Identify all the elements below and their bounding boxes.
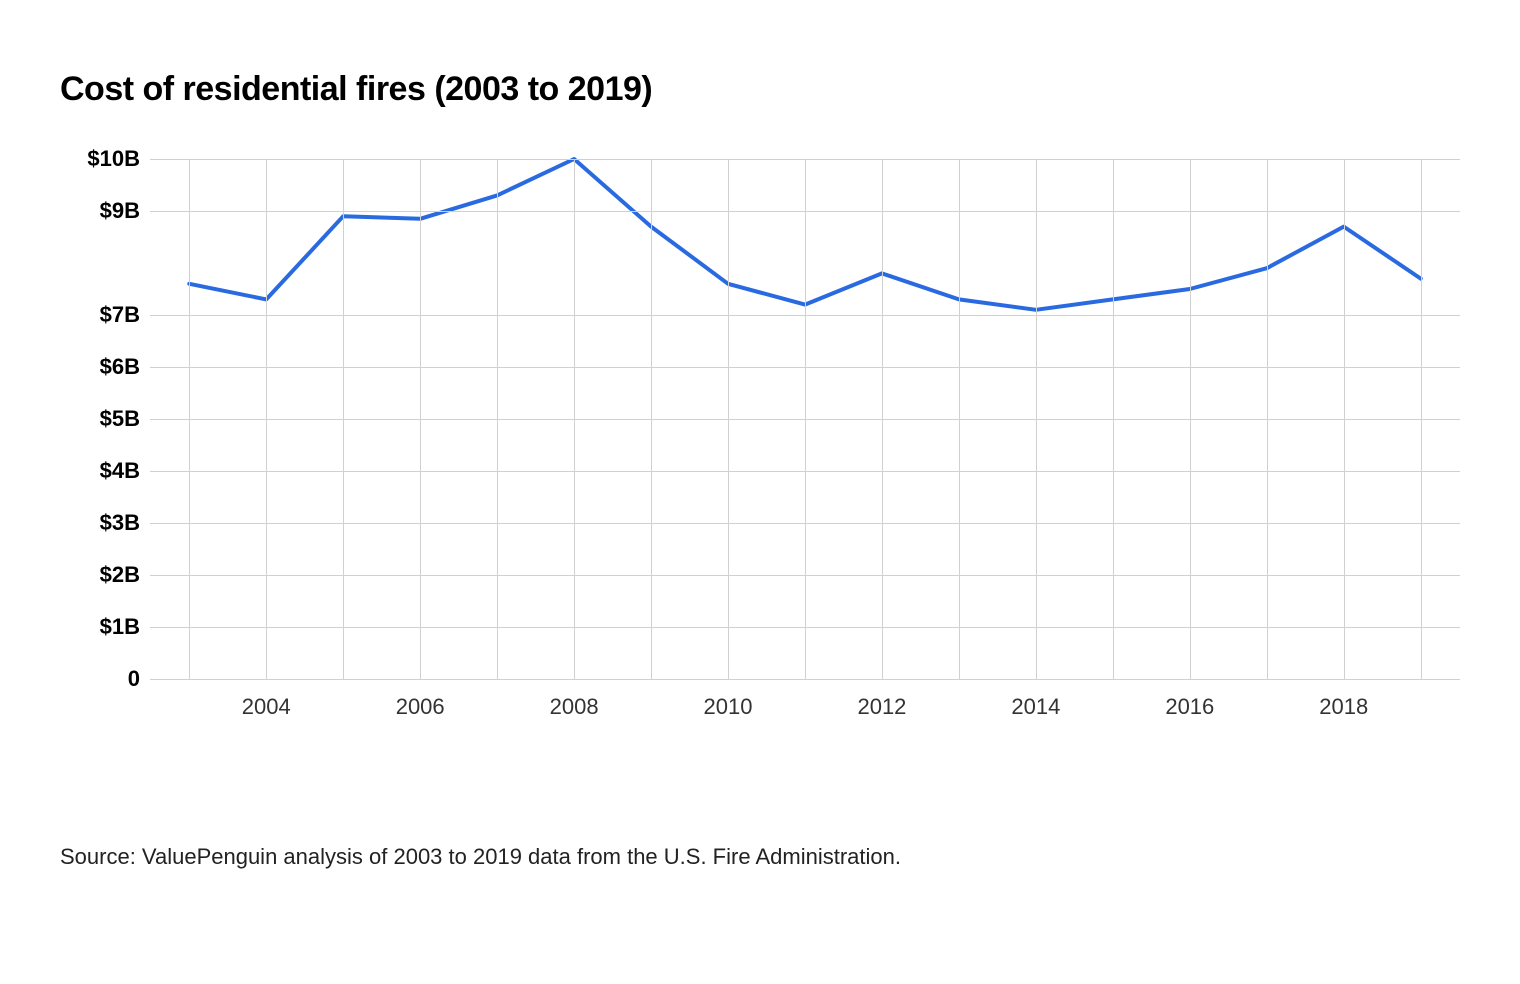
gridline-vertical <box>497 159 498 679</box>
x-axis-label: 2018 <box>1319 694 1368 720</box>
gridline-vertical <box>959 159 960 679</box>
x-axis-label: 2016 <box>1165 694 1214 720</box>
y-axis-label: $5B <box>100 406 140 432</box>
gridline-vertical <box>1113 159 1114 679</box>
x-axis: 2004 2006 2008 2010 2012 2014 2016 2018 <box>150 694 1460 724</box>
x-axis-label: 2014 <box>1011 694 1060 720</box>
y-axis-label: $1B <box>100 614 140 640</box>
plot-area <box>150 159 1460 679</box>
x-axis-label: 2012 <box>857 694 906 720</box>
x-axis-label: 2010 <box>704 694 753 720</box>
y-axis-label: 0 <box>128 666 140 692</box>
gridline-vertical <box>189 159 190 679</box>
gridline-vertical <box>1267 159 1268 679</box>
gridline-vertical <box>343 159 344 679</box>
gridline-vertical <box>1344 159 1345 679</box>
gridline-horizontal <box>150 679 1460 680</box>
x-axis-label: 2004 <box>242 694 291 720</box>
chart-title: Cost of residential fires (2003 to 2019) <box>60 70 1460 109</box>
y-axis-label: $2B <box>100 562 140 588</box>
y-axis-label: $7B <box>100 302 140 328</box>
gridline-vertical <box>420 159 421 679</box>
y-axis-label: $9B <box>100 198 140 224</box>
gridline-vertical <box>651 159 652 679</box>
y-axis: 0$1B$2B$3B$4B$5B$6B$7B$9B$10B <box>60 159 150 679</box>
gridline-vertical <box>1421 159 1422 679</box>
gridline-vertical <box>266 159 267 679</box>
x-axis-label: 2006 <box>396 694 445 720</box>
chart-page: Cost of residential fires (2003 to 2019)… <box>0 0 1520 984</box>
y-axis-label: $4B <box>100 458 140 484</box>
gridline-vertical <box>728 159 729 679</box>
chart-container: 0$1B$2B$3B$4B$5B$6B$7B$9B$10B 2004200620… <box>60 159 1460 739</box>
y-axis-label: $3B <box>100 510 140 536</box>
source-caption: Source: ValuePenguin analysis of 2003 to… <box>60 844 1460 870</box>
x-axis-label: 2008 <box>550 694 599 720</box>
gridline-vertical <box>1036 159 1037 679</box>
gridline-vertical <box>805 159 806 679</box>
gridline-vertical <box>1190 159 1191 679</box>
gridline-vertical <box>882 159 883 679</box>
y-axis-label: $6B <box>100 354 140 380</box>
y-axis-label: $10B <box>87 146 140 172</box>
gridline-vertical <box>574 159 575 679</box>
